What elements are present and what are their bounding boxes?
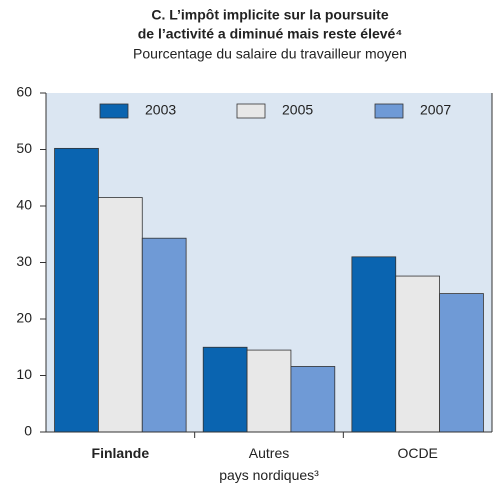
- legend-swatch: [236, 103, 266, 119]
- bar: [290, 366, 336, 433]
- bar: [54, 147, 99, 433]
- x-tick-label: Finlande: [92, 445, 150, 461]
- bar: [98, 197, 143, 433]
- y-tick-label: 50: [16, 140, 32, 156]
- y-tick-label: 20: [16, 310, 32, 326]
- bar: [141, 237, 187, 433]
- bar: [439, 293, 484, 433]
- legend-swatch: [99, 103, 129, 119]
- bar: [246, 349, 292, 433]
- x-tick-label: Autres pays nordiques³: [219, 445, 319, 483]
- bar: [351, 256, 397, 433]
- legend-label: 2005: [282, 102, 313, 118]
- y-tick-label: 40: [16, 197, 32, 213]
- y-tick-label: 10: [16, 366, 32, 382]
- y-tick-label: 0: [24, 423, 32, 439]
- chart-subtitle: Pourcentage du salaire du travailleur mo…: [133, 46, 407, 62]
- legend-label: 2007: [420, 102, 451, 118]
- bar: [202, 346, 248, 433]
- bar: [395, 275, 440, 433]
- chart-title: de l’activité a diminué mais reste élevé…: [138, 26, 403, 42]
- y-tick-label: 30: [16, 253, 32, 269]
- x-tick-label: OCDE: [397, 445, 437, 461]
- y-tick-label: 60: [16, 84, 32, 100]
- legend-swatch: [374, 103, 404, 119]
- legend-label: 2003: [145, 102, 176, 118]
- chart-title: C. L’impôt implicite sur la poursuite: [151, 7, 388, 23]
